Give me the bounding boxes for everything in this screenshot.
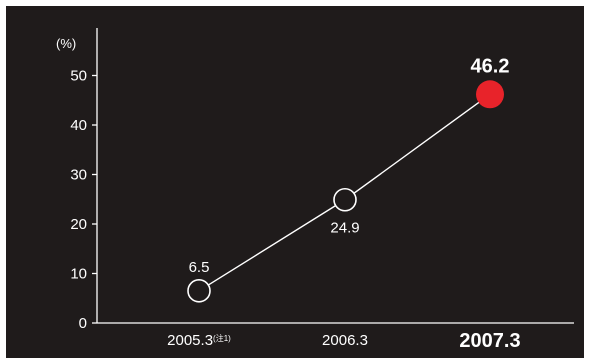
y-axis: 0 10 20 30 40 50 — [70, 28, 98, 332]
x-tick-label: 2007.3 — [459, 330, 520, 352]
y-tick-label: 40 — [70, 117, 87, 134]
data-point — [187, 279, 211, 303]
y-tick-label: 50 — [70, 68, 87, 85]
highlight-point — [476, 80, 504, 109]
chart-panel: (%) 0 10 20 30 40 50 2005.3(注1) 2006.3 2007.3 6… — [6, 6, 584, 358]
y-axis-unit-label: (%) — [56, 36, 76, 51]
y-tick-label: 10 — [70, 266, 87, 283]
y-tick-label: 30 — [70, 167, 87, 184]
line-chart: (%) 0 10 20 30 40 50 2005.3(注1) 2006.3 2007.3 6… — [56, 28, 574, 352]
data-label: 46.2 — [471, 55, 510, 77]
x-axis: 2005.3(注1) 2006.3 2007.3 — [97, 322, 574, 352]
series: 6.5 24.9 46.2 — [187, 55, 510, 303]
data-label: 6.5 — [189, 259, 210, 276]
x-tick-label: 2006.3 — [322, 332, 368, 349]
data-label: 24.9 — [330, 220, 359, 237]
x-tick-label: 2005.3(注1) — [167, 332, 231, 349]
y-tick-label: 20 — [70, 216, 87, 233]
x-tick-note: (注1) — [213, 333, 231, 343]
data-point — [333, 187, 357, 212]
y-tick-label: 0 — [79, 315, 87, 332]
